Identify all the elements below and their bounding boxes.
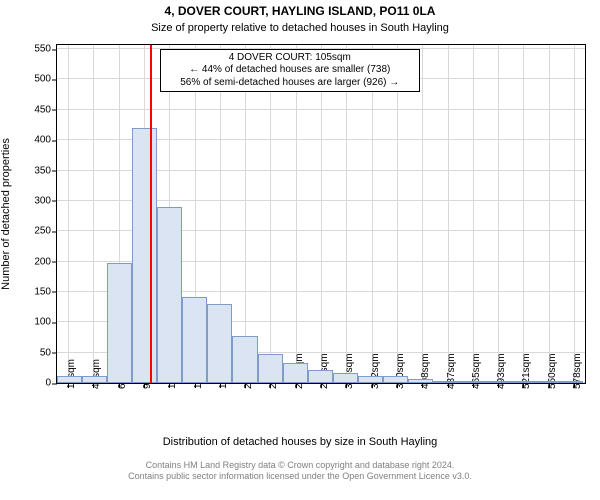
gridline-v <box>346 45 347 383</box>
y-tick-label: 50 <box>40 347 57 358</box>
x-tick-label: 40sqm <box>91 359 102 389</box>
x-tick-label: 493sqm <box>496 353 507 389</box>
gridline-v <box>397 45 398 383</box>
gridline-v <box>422 45 423 383</box>
chart-subtitle: Size of property relative to detached ho… <box>0 22 600 34</box>
y-axis-label: Number of detached properties <box>0 138 12 290</box>
histogram-chart: 4, DOVER COURT, HAYLING ISLAND, PO11 0LA… <box>0 0 600 500</box>
histogram-bar <box>157 207 182 383</box>
histogram-bar <box>308 370 333 383</box>
annotation-line-1: 4 DOVER COURT: 105sqm <box>167 52 413 65</box>
y-tick-label: 550 <box>34 44 57 55</box>
x-tick-label: 465sqm <box>471 353 482 389</box>
gridline-v <box>68 45 69 383</box>
histogram-bar <box>483 381 508 383</box>
y-tick-label: 250 <box>34 226 57 237</box>
x-axis-label: Distribution of detached houses by size … <box>0 436 600 448</box>
gridline-v <box>296 45 297 383</box>
gridline-v <box>448 45 449 383</box>
histogram-bar <box>433 381 458 383</box>
plot-area: 05010015020025030035040045050055012sqm40… <box>56 44 586 384</box>
y-tick-label: 300 <box>34 195 57 206</box>
gridline-v <box>245 45 246 383</box>
gridline-v <box>93 45 94 383</box>
gridline-v <box>372 45 373 383</box>
gridline-v <box>270 45 271 383</box>
gridline-v <box>498 45 499 383</box>
histogram-bar <box>207 304 232 383</box>
histogram-bar <box>258 354 283 383</box>
footer-line-2: Contains public sector information licen… <box>0 471 600 482</box>
histogram-bar <box>533 381 558 383</box>
x-tick-label: 408sqm <box>420 353 431 389</box>
y-tick-label: 450 <box>34 104 57 115</box>
y-tick-label: 500 <box>34 74 57 85</box>
histogram-bar <box>358 376 383 383</box>
y-tick-label: 0 <box>45 378 57 389</box>
histogram-bar <box>458 381 483 383</box>
histogram-bar <box>283 363 308 383</box>
gridline-v <box>574 45 575 383</box>
chart-title: 4, DOVER COURT, HAYLING ISLAND, PO11 0LA <box>0 4 600 18</box>
x-tick-label: 380sqm <box>395 353 406 389</box>
subject-marker-line <box>150 45 152 383</box>
gridline-v <box>549 45 550 383</box>
histogram-bar <box>333 373 358 383</box>
x-tick-label: 550sqm <box>547 353 558 389</box>
histogram-bar <box>408 379 433 383</box>
x-tick-label: 437sqm <box>446 353 457 389</box>
histogram-bar <box>558 381 583 383</box>
histogram-bar <box>57 376 82 383</box>
y-tick-label: 100 <box>34 317 57 328</box>
x-tick-label: 578sqm <box>572 353 583 389</box>
histogram-bar <box>132 128 157 383</box>
x-tick-label: 352sqm <box>370 353 381 389</box>
y-tick-label: 200 <box>34 256 57 267</box>
y-tick-label: 350 <box>34 165 57 176</box>
x-tick-label: 12sqm <box>66 359 77 389</box>
y-tick-label: 150 <box>34 286 57 297</box>
histogram-bar <box>383 376 408 383</box>
histogram-bar <box>107 263 132 383</box>
gridline-v <box>473 45 474 383</box>
y-tick-label: 400 <box>34 135 57 146</box>
histogram-bar <box>82 376 107 383</box>
histogram-bar <box>232 336 257 383</box>
histogram-bar <box>508 381 533 383</box>
histogram-bar <box>182 297 207 383</box>
x-tick-label: 323sqm <box>344 353 355 389</box>
footer-line-1: Contains HM Land Registry data © Crown c… <box>0 460 600 471</box>
gridline-v <box>523 45 524 383</box>
annotation-line-3: 56% of semi-detached houses are larger (… <box>167 77 413 90</box>
annotation-box: 4 DOVER COURT: 105sqm ← 44% of detached … <box>160 49 420 93</box>
annotation-line-2: ← 44% of detached houses are smaller (73… <box>167 64 413 77</box>
footer-attribution: Contains HM Land Registry data © Crown c… <box>0 460 600 483</box>
x-tick-label: 521sqm <box>521 353 532 389</box>
gridline-v <box>321 45 322 383</box>
